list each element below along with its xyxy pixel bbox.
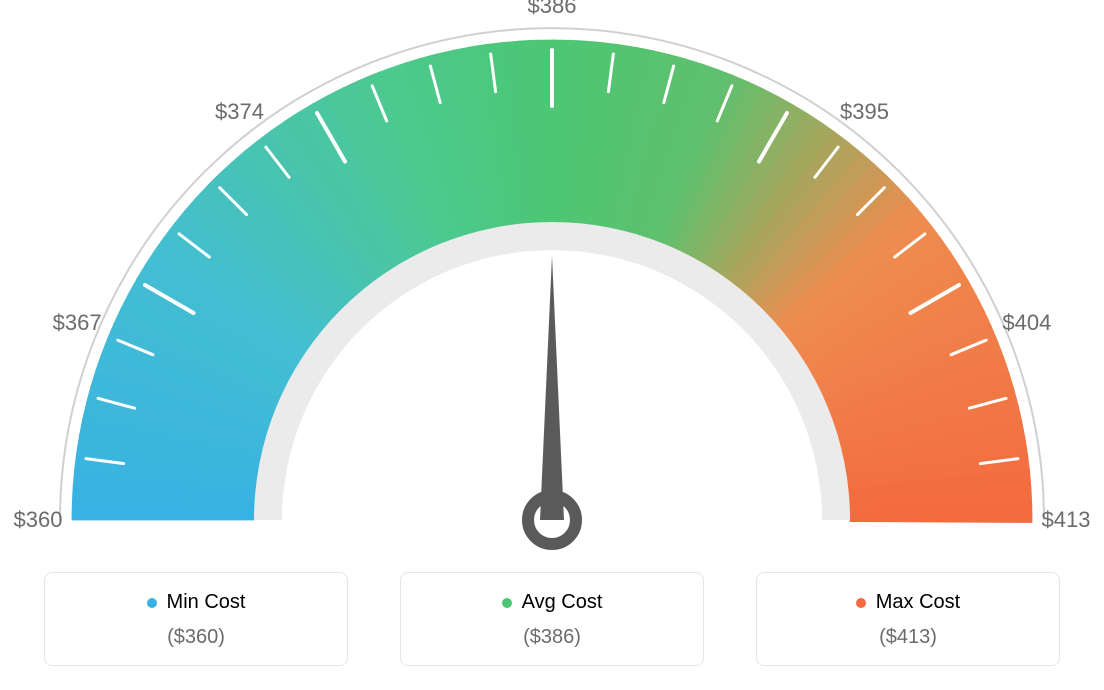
gauge-tick-label: $367 — [53, 310, 102, 336]
legend-title-max: Max Cost — [856, 591, 960, 614]
legend-card-max: Max Cost ($413) — [756, 572, 1060, 666]
legend-value-max: ($413) — [777, 626, 1039, 649]
legend: Min Cost ($360) Avg Cost ($386) Max Cost… — [0, 572, 1104, 666]
legend-label-min: Min Cost — [167, 591, 246, 614]
legend-value-avg: ($386) — [421, 626, 683, 649]
legend-dot-max — [856, 598, 866, 608]
legend-dot-avg — [502, 598, 512, 608]
gauge-tick-label: $360 — [14, 507, 63, 533]
gauge-tick-label: $395 — [840, 99, 889, 125]
legend-card-min: Min Cost ($360) — [44, 572, 348, 666]
gauge-tick-label: $386 — [528, 0, 577, 19]
legend-card-avg: Avg Cost ($386) — [400, 572, 704, 666]
legend-title-min: Min Cost — [147, 591, 246, 614]
legend-dot-min — [147, 598, 157, 608]
legend-label-max: Max Cost — [876, 591, 960, 614]
gauge-tick-label: $374 — [215, 99, 264, 125]
legend-label-avg: Avg Cost — [522, 591, 603, 614]
gauge-container: $360 $367 $374 $386 $395 $404 $413 — [0, 0, 1104, 570]
legend-value-min: ($360) — [65, 626, 327, 649]
gauge-tick-label: $413 — [1042, 507, 1091, 533]
gauge-tick-label: $404 — [1002, 310, 1051, 336]
legend-title-avg: Avg Cost — [502, 591, 603, 614]
cost-gauge — [0, 0, 1104, 570]
